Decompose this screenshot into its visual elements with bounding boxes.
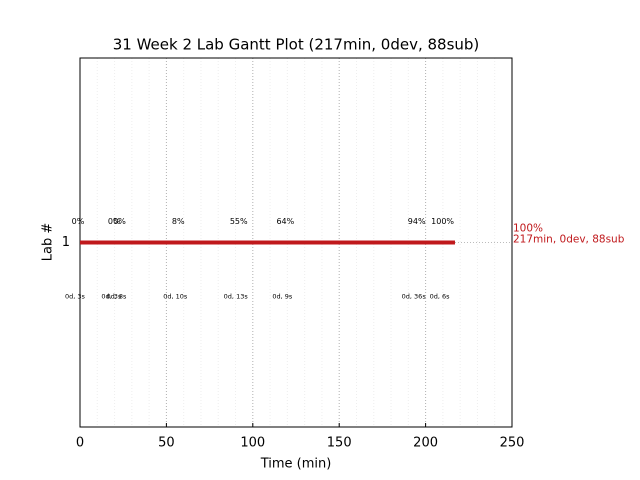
event-note: 0d, 3s bbox=[65, 293, 86, 301]
event-label: 8% bbox=[172, 217, 185, 226]
event-label: 0% bbox=[113, 217, 126, 226]
x-tick-label: 150 bbox=[327, 436, 352, 451]
event-note: 0d, 10s bbox=[163, 293, 188, 301]
event-label: 0% bbox=[108, 217, 121, 226]
event-label: 64% bbox=[276, 217, 294, 226]
event-note: 0d, 8s bbox=[107, 293, 128, 301]
y-tick-label: 1 bbox=[62, 235, 70, 250]
event-label: 55% bbox=[230, 217, 248, 226]
gantt-bar bbox=[80, 240, 455, 245]
event-note: 0d, 13s bbox=[224, 293, 249, 301]
x-tick-label: 50 bbox=[158, 436, 175, 451]
event-note: 0d, 9s bbox=[272, 293, 293, 301]
x-tick-label: 200 bbox=[413, 436, 438, 451]
x-tick-label: 0 bbox=[76, 436, 84, 451]
event-note: 0d, 36s bbox=[402, 293, 427, 301]
event-label: 94% bbox=[408, 217, 426, 226]
y-axis-label: Lab # bbox=[41, 223, 56, 262]
x-tick-label: 250 bbox=[500, 436, 525, 451]
event-label: 100% bbox=[431, 217, 454, 226]
event-note: 0d, 3s bbox=[101, 293, 122, 301]
event-label: 0% bbox=[72, 217, 85, 226]
x-tick-label: 100 bbox=[240, 436, 265, 451]
x-axis-label: Time (min) bbox=[260, 457, 332, 472]
end-label: 217min, 0dev, 88sub bbox=[513, 234, 625, 246]
chart-title: 31 Week 2 Lab Gantt Plot (217min, 0dev, … bbox=[113, 36, 480, 54]
event-note: 0d, 6s bbox=[430, 293, 451, 301]
end-label: 100% bbox=[513, 223, 543, 235]
